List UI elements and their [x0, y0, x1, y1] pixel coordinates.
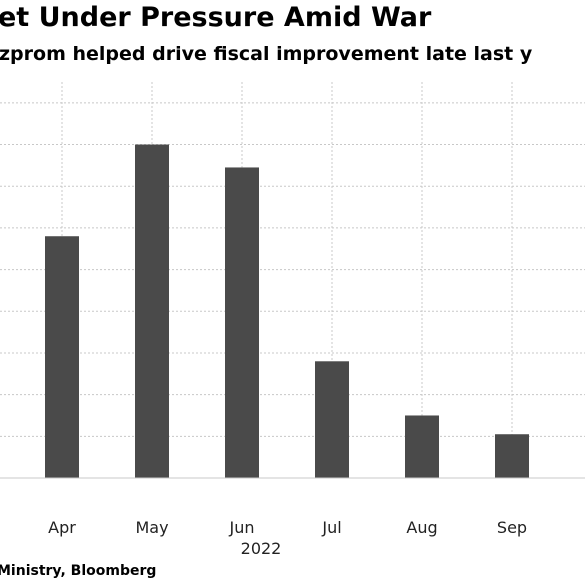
- grid-lines: [0, 82, 585, 478]
- x-tick-label: Jul: [321, 518, 341, 537]
- x-tick-label: Sep: [497, 518, 527, 537]
- year-label: 2022: [241, 539, 282, 558]
- x-tick-labels: Apr May Jun Jul Aug Sep: [48, 518, 527, 537]
- bar-jul: [315, 361, 349, 478]
- x-tick-label: May: [135, 518, 168, 537]
- bar-aug: [405, 415, 439, 478]
- x-tick-label: Jun: [229, 518, 255, 537]
- source-note: Ministry, Bloomberg: [0, 563, 157, 579]
- bar-may: [135, 144, 169, 479]
- bar-jun: [225, 167, 259, 478]
- bar-apr: [45, 236, 79, 478]
- chart-title: et Under Pressure Amid War: [0, 2, 432, 33]
- bars: [45, 144, 529, 479]
- x-tick-label: Apr: [48, 518, 76, 537]
- chart-subtitle: zprom helped drive fiscal improvement la…: [0, 43, 533, 65]
- x-tick-label: Aug: [406, 518, 437, 537]
- bar-sep: [495, 434, 529, 478]
